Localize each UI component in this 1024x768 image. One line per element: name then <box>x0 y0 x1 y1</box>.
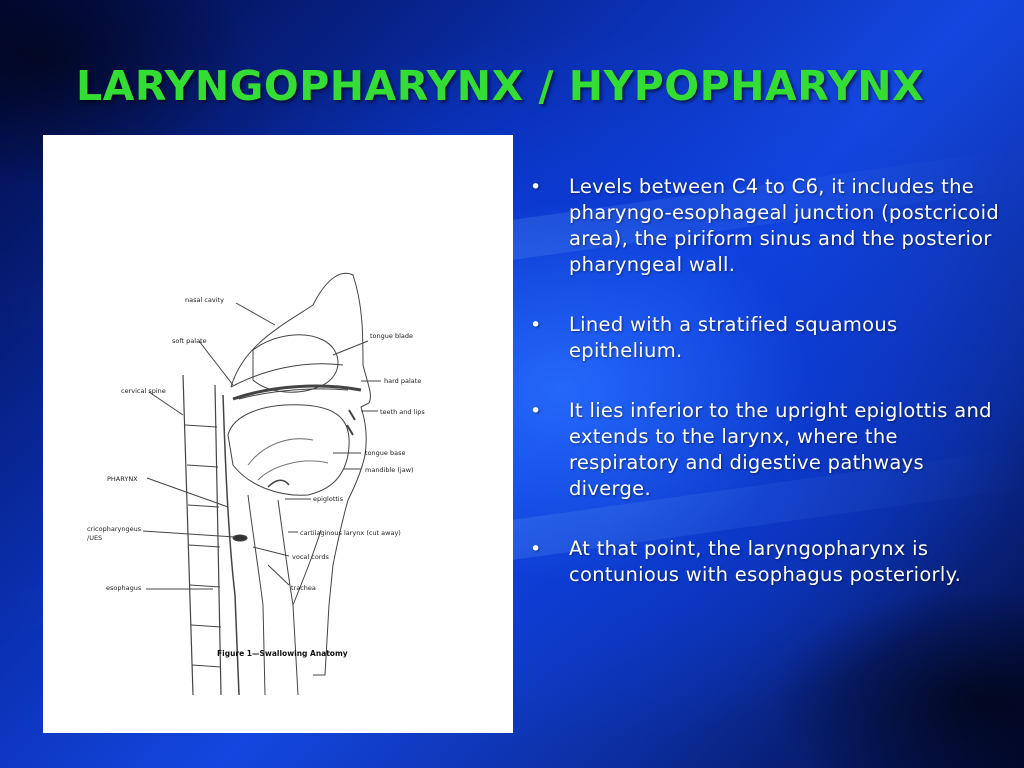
anatomy-figure: nasal cavity soft palate tongue blade ha… <box>43 135 513 733</box>
swallowing-anatomy-diagram: nasal cavity soft palate tongue blade ha… <box>87 272 425 696</box>
bullet-text: It lies inferior to the upright epiglott… <box>569 399 992 500</box>
label-cartilaginous-larynx: cartilaginous larynx (cut away) <box>300 529 401 537</box>
slide-title: LARYNGOPHARYNX / HYPOPHARYNX <box>76 62 925 110</box>
label-nasal-cavity: nasal cavity <box>185 296 224 304</box>
label-vocal-cords: vocal cords <box>292 553 329 561</box>
bullet-glyph: • <box>530 314 542 336</box>
label-pharynx: PHARYNX <box>107 475 138 483</box>
label-esophagus: esophagus <box>106 584 142 592</box>
bullet-text: At that point, the laryngopharynx is con… <box>569 537 962 586</box>
label-ues: /UES <box>87 534 102 542</box>
label-trachea: trachea <box>291 584 316 592</box>
label-hard-palate: hard palate <box>384 377 421 385</box>
bullet-list: • Levels between C4 to C6, it includes th… <box>528 174 1008 622</box>
label-cervical-spine: cervical spine <box>121 387 166 395</box>
bullet-item: • Lined with a stratified squamous epithe… <box>528 312 1008 364</box>
bullet-glyph: • <box>530 538 542 560</box>
bullet-glyph: • <box>530 400 542 422</box>
bullet-item: • It lies inferior to the upright epiglot… <box>528 398 1008 502</box>
figure-caption: Figure 1—Swallowing Anatomy <box>217 649 348 658</box>
label-tongue-blade: tongue blade <box>370 332 413 340</box>
bullet-item: • At that point, the laryngopharynx is co… <box>528 536 1008 588</box>
label-epiglottis: epiglottis <box>313 495 344 503</box>
label-soft-palate: soft palate <box>172 337 207 345</box>
label-mandible: mandible (jaw) <box>365 466 414 474</box>
bullet-glyph: • <box>530 176 542 198</box>
label-tongue-base: tongue base <box>365 449 405 457</box>
bullet-item: • Levels between C4 to C6, it includes th… <box>528 174 1008 278</box>
bullet-text: Lined with a stratified squamous epithel… <box>569 313 898 362</box>
label-cricopharyngeus: cricopharyngeus <box>87 525 142 533</box>
bullet-text: Levels between C4 to C6, it includes the… <box>569 175 1000 276</box>
label-teeth-and-lips: teeth and lips <box>380 408 425 416</box>
